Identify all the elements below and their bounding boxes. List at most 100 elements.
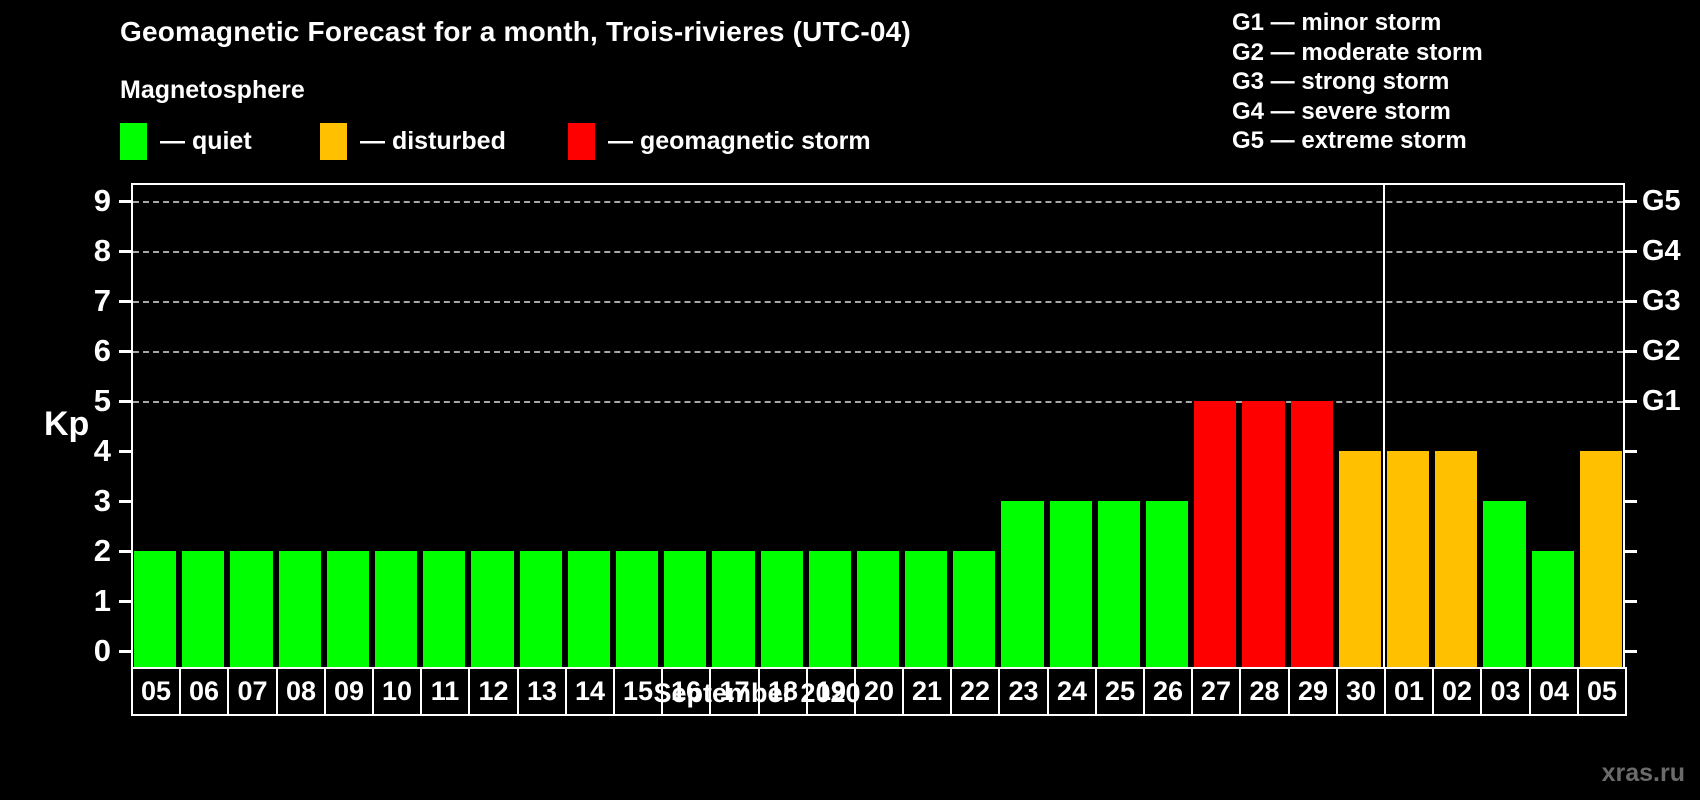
- kp-bar-09: [327, 551, 369, 669]
- y-axis-tick-left: [119, 200, 131, 203]
- y-axis-tick-left: [119, 300, 131, 303]
- y-axis-label-2: 2: [93, 533, 111, 568]
- kp-bar-20: [857, 551, 899, 669]
- date-cell-28: 28: [1239, 667, 1290, 716]
- date-cell-16: 16: [661, 667, 711, 716]
- date-cell-01: 01: [1384, 667, 1434, 716]
- kp-bar-12: [471, 551, 514, 669]
- date-cell-15: 15: [613, 667, 663, 716]
- legend-item-disturbed: — disturbed: [320, 121, 506, 161]
- y-axis-tick-left: [119, 650, 131, 653]
- g-scale-legend: G1 — minor storm G2 — moderate storm G3 — …: [1232, 8, 1483, 156]
- plot-area: 0 1 2 3 4 5 6 7 8 9 G1 G2 G3 G4 G5: [94, 183, 1681, 669]
- gridline-G4: [133, 251, 1623, 253]
- y-axis-tick-right: [1625, 450, 1637, 453]
- date-cell-29: 29: [1288, 667, 1338, 716]
- g-axis-label-G1: G1: [1642, 385, 1681, 417]
- kp-bar-05: [1580, 451, 1622, 669]
- date-cell-11: 11: [420, 667, 470, 716]
- kp-bar-02: [1435, 451, 1477, 669]
- date-cell-27: 27: [1191, 667, 1241, 716]
- x-axis-date-labels: 05 06 07 08 09 10 11 12 13 14 15 16 17 18 19 20 21 22 23 24…: [131, 667, 1631, 716]
- chart-title: Geomagnetic Forecast for a month, Trois-…: [120, 16, 911, 47]
- gridline-G2: [133, 351, 1623, 353]
- legend-item-quiet: — quiet: [120, 121, 252, 161]
- kp-bar-27: [1194, 401, 1236, 669]
- y-axis-label-7: 7: [93, 283, 111, 318]
- y-axis-tick-right: [1625, 600, 1637, 603]
- kp-bar-17: [712, 551, 755, 669]
- date-cell-03: 03: [1480, 667, 1531, 716]
- kp-bar-05: [134, 551, 176, 669]
- kp-bar-22: [953, 551, 995, 669]
- g-axis-label-G5: G5: [1642, 185, 1681, 217]
- kp-bar-21: [905, 551, 947, 669]
- y-axis-tick-right: [1625, 250, 1637, 253]
- date-cell-12: 12: [468, 667, 519, 716]
- kp-bar-14: [568, 551, 610, 669]
- date-cell-20: 20: [854, 667, 904, 716]
- kp-bar-13: [520, 551, 562, 669]
- legend-label: — geomagnetic storm: [608, 126, 871, 155]
- date-cell-13: 13: [517, 667, 567, 716]
- legend-label: — quiet: [160, 126, 252, 155]
- kp-bar-03: [1483, 501, 1526, 669]
- date-cell-24: 24: [1047, 667, 1097, 716]
- y-axis-tick-right: [1625, 350, 1637, 353]
- legend-heading: Magnetosphere: [120, 76, 305, 104]
- y-axis-tick-right: [1625, 400, 1637, 403]
- g-scale-legend-line: G3 — strong storm: [1232, 68, 1450, 95]
- y-axis-tick-left: [119, 350, 131, 353]
- g-scale-legend-line: G4 — severe storm: [1232, 97, 1451, 125]
- y-axis-label-8: 8: [93, 233, 111, 268]
- gridline-G3: [133, 301, 1623, 303]
- kp-bar-25: [1098, 501, 1140, 669]
- y-axis-tick-right: [1625, 650, 1637, 653]
- y-axis-tick-left: [119, 500, 131, 503]
- kp-bar-23: [1001, 501, 1044, 669]
- watermark-text: xras.ru: [1601, 759, 1685, 787]
- kp-bar-30: [1339, 451, 1381, 669]
- date-cell-02: 02: [1432, 667, 1482, 716]
- g-scale-legend-line: G5 — extreme storm: [1232, 127, 1467, 154]
- y-axis-label-0: 0: [93, 633, 111, 668]
- g-scale-legend-line: G2 — moderate storm: [1232, 38, 1483, 66]
- date-cell-07: 07: [227, 667, 278, 716]
- legend-label: — disturbed: [360, 126, 506, 155]
- y-axis-tick-left: [119, 250, 131, 253]
- y-axis-tick-left: [119, 550, 131, 553]
- kp-bar-19: [809, 551, 851, 669]
- kp-bar-18: [761, 551, 803, 669]
- y-axis-tick-left: [119, 450, 131, 453]
- date-cell-04: 04: [1529, 667, 1579, 716]
- legend-swatch-storm: [568, 122, 595, 160]
- date-cell-25: 25: [1095, 667, 1145, 716]
- g-scale-legend-line: G1 — minor storm: [1232, 9, 1442, 36]
- date-cell-30: 30: [1336, 667, 1386, 716]
- gridline-G5: [133, 201, 1623, 203]
- kp-bar-16: [664, 551, 706, 669]
- date-cell-05: 05: [1577, 667, 1627, 716]
- gridline-G1: [133, 401, 1623, 403]
- legend-swatch-disturbed: [320, 122, 347, 160]
- y-axis-tick-right: [1625, 200, 1637, 203]
- y-axis-label-4: 4: [93, 433, 111, 468]
- legend-swatch-quiet: [120, 122, 147, 160]
- g-axis-label-G2: G2: [1642, 335, 1681, 367]
- kp-bar-06: [182, 551, 224, 669]
- kp-bar-07: [230, 551, 273, 669]
- kp-bar-15: [616, 551, 658, 669]
- date-cell-10: 10: [372, 667, 422, 716]
- date-cell-05: 05: [131, 667, 181, 716]
- kp-bar-24: [1050, 501, 1092, 669]
- kp-bar-04: [1532, 551, 1574, 669]
- kp-bar-11: [423, 551, 465, 669]
- date-cell-19: 19: [806, 667, 856, 716]
- y-axis-tick-right: [1625, 550, 1637, 553]
- y-axis-tick-right: [1625, 500, 1637, 503]
- date-cell-08: 08: [276, 667, 326, 716]
- y-axis-tick-left: [119, 600, 131, 603]
- month-divider-line: [1383, 183, 1385, 669]
- y-axis-tick-right: [1625, 300, 1637, 303]
- kp-bar-01: [1387, 451, 1429, 669]
